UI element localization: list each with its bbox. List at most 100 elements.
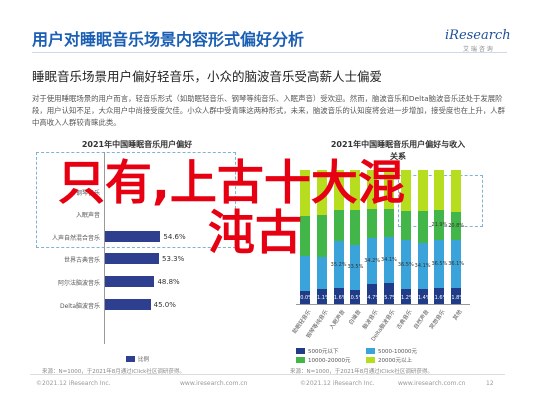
legend-swatch xyxy=(366,357,375,363)
segment-value-label: 34.2% xyxy=(364,258,381,265)
stacked-bar-segment xyxy=(333,241,344,289)
segment-value-label: 15.7% xyxy=(381,295,397,301)
segment-value-label: 36.1% xyxy=(448,261,465,267)
segment-value-label: 11.4% xyxy=(414,295,431,301)
segment-value-label: 10.0% xyxy=(297,295,313,301)
bar xyxy=(105,298,151,310)
stacked-bar-segment xyxy=(333,210,344,242)
stacked-bar-segment xyxy=(367,208,378,239)
segment-value-label: 11.2% xyxy=(397,295,414,301)
stacked-bar-segment xyxy=(316,289,327,304)
segment-value-label: 11.6% xyxy=(330,295,347,301)
page-number: 12 xyxy=(486,380,494,387)
segment-value-label: 21.9% xyxy=(431,221,448,228)
left-source: 来源：N=1000，于2021年8月通过iClick社区调研获得。 xyxy=(42,369,185,375)
stacked-bar-segment xyxy=(350,210,361,246)
segment-value-label: 20.8% xyxy=(448,222,465,229)
stacked-bar-segment xyxy=(451,288,462,304)
left-chart-title: 2021年中国睡眠音乐用户偏好 xyxy=(81,140,193,149)
stacked-bar-segment xyxy=(300,170,310,216)
bar-category-label: 钢琴音乐 xyxy=(75,189,100,197)
segment-value-label: 35.2% xyxy=(330,261,347,268)
stacked-bar-segment xyxy=(434,288,445,304)
stacked-bar-segment xyxy=(434,239,445,289)
footer-right-url: www.iresearch.com.cn xyxy=(398,380,466,387)
stacked-bar-segment xyxy=(333,170,344,211)
segment-value-label: 11.6% xyxy=(431,295,448,301)
stacked-bar-segment xyxy=(333,288,344,304)
stacked-bar-segment xyxy=(417,210,428,244)
stacked-bar-segment xyxy=(350,245,361,290)
legend-label: 5000-10000元 xyxy=(378,349,417,355)
iresearch-logo: iResearch 艾 瑞 咨 询 xyxy=(445,28,511,54)
stacked-bar-segment xyxy=(367,170,378,209)
segment-value-label: 34.1% xyxy=(381,257,397,264)
stacked-bar-segment xyxy=(384,282,394,304)
overlay-text-line1: 只有,上古十大混 xyxy=(58,156,405,211)
bar xyxy=(105,276,155,287)
segment-value-label: 11.1% xyxy=(313,295,330,301)
segment-value-label: 14.7% xyxy=(364,295,381,301)
bar xyxy=(105,253,160,265)
bar xyxy=(105,230,161,242)
right-chart-title-line1: 2021年中国睡眠音乐用户偏好与收入 xyxy=(330,140,466,149)
stacked-bar-segment xyxy=(400,240,411,289)
footer-right-brand: ©2021.12 iResearch Inc. xyxy=(300,380,375,387)
legend-swatch xyxy=(366,348,375,354)
right-source: 来源：N=1000，于2021年8月通过iClick社区调研获得。 xyxy=(290,369,433,375)
stacked-bar-segment xyxy=(400,170,411,211)
stacked-bar-segment xyxy=(367,238,378,285)
legend-label: 5000元以下 xyxy=(308,349,339,355)
stacked-bar-segment xyxy=(350,289,361,304)
stacked-bar-segment xyxy=(300,215,310,256)
segment-value-label: 34.1% xyxy=(414,262,431,269)
right-chart-baseline xyxy=(296,304,470,305)
stacked-bar-segment xyxy=(300,290,310,304)
bar-category-label: Delta脑波音乐 xyxy=(59,302,100,310)
bar-category-label: 人声自然混合音乐 xyxy=(51,234,100,242)
stacked-bar-segment xyxy=(367,284,378,304)
bar-category-label: 入眠声音 xyxy=(75,212,100,220)
left-legend-swatch xyxy=(126,356,135,362)
stacked-bar-segment xyxy=(384,170,394,210)
left-legend-text: 比例 xyxy=(138,357,150,363)
stacked-bar-segment xyxy=(417,170,428,211)
segment-value-label: 33.5% xyxy=(347,264,364,271)
stacked-bar-segment xyxy=(417,288,428,304)
footer-divider xyxy=(30,374,505,375)
summary-paragraph: 对于使用睡眠场景的用户而言，轻音乐形式（如助眠轻音乐、钢琴等纯音乐、入眠声音）受… xyxy=(32,94,506,127)
stacked-bar-segment xyxy=(400,288,411,304)
bar-value-label: 45.0% xyxy=(153,300,176,309)
title-divider xyxy=(32,52,507,53)
logo-sub-text: 艾 瑞 咨 询 xyxy=(463,46,493,53)
legend-label: 10000-20000元 xyxy=(308,358,351,364)
stacked-bar-segment xyxy=(451,239,462,289)
bar-value-label: 48.8% xyxy=(157,278,180,286)
left-chart-axis xyxy=(104,152,105,344)
stacked-bar-segment xyxy=(384,209,394,238)
overlay-text-line2: 沌古 xyxy=(208,206,302,261)
bar-category-label: 阿尔法脑波音乐 xyxy=(57,280,100,287)
left-chart-frame xyxy=(36,152,236,248)
stacked-bar-segment xyxy=(384,237,394,283)
footer-center: www.iresearch.com.cn xyxy=(180,380,248,387)
right-chart-title-line2: 关系 xyxy=(390,152,406,161)
stacked-bar-segment xyxy=(316,170,327,216)
stacked-bar-segment xyxy=(400,210,411,241)
segment-value-label: 10.5% xyxy=(347,295,364,301)
legend-swatch xyxy=(296,348,305,354)
bar-value-label: 53.3% xyxy=(162,255,185,264)
stacked-bar-segment xyxy=(417,243,428,289)
footer-left: ©2021.12 iResearch Inc. xyxy=(36,380,111,387)
stacked-bar-segment xyxy=(316,256,327,290)
segment-value-label: 11.8% xyxy=(448,295,465,301)
bar-value-label: 54.6% xyxy=(163,232,186,241)
bar-category-label: 世界古典音乐 xyxy=(63,257,100,265)
stacked-bar-segment xyxy=(316,215,327,257)
legend-label: 20000元以上 xyxy=(378,358,412,364)
stacked-bar-segment xyxy=(300,255,310,291)
stacked-bar-segment xyxy=(434,170,445,211)
stacked-bar-segment xyxy=(451,170,462,212)
stacked-bar-segment xyxy=(451,211,462,240)
logo-main-text: iResearch xyxy=(445,28,511,43)
